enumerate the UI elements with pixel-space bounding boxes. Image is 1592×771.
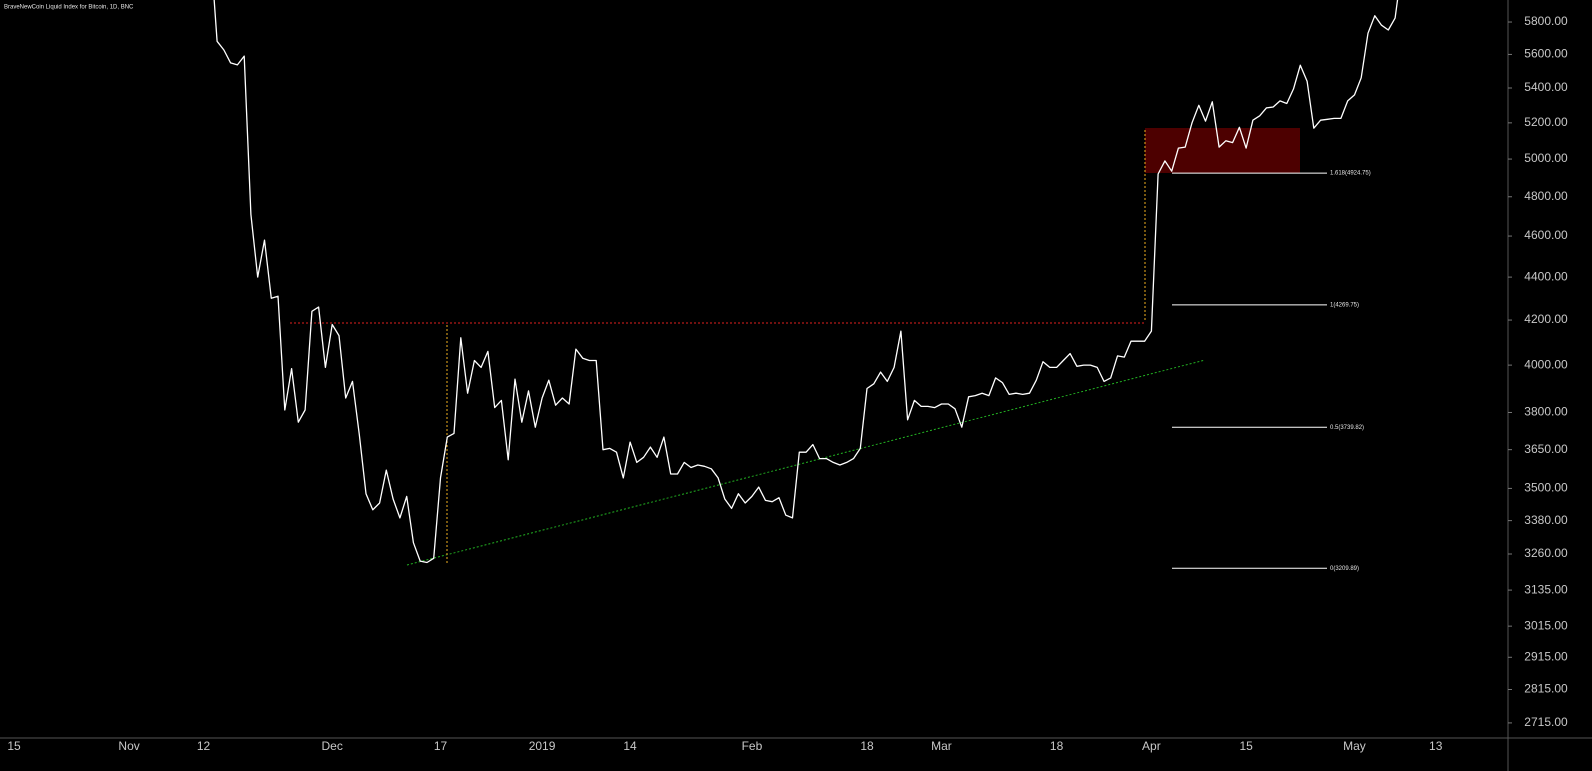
y-tick-label: 3800.00 [1524, 405, 1568, 419]
y-tick-label: 5800.00 [1524, 14, 1568, 28]
y-tick-label: 4600.00 [1524, 228, 1568, 242]
price-line [213, 0, 1399, 564]
fib-label: 1.618(4924.75) [1330, 171, 1371, 177]
y-tick-label: 4000.00 [1524, 357, 1568, 371]
y-tick-label: 4400.00 [1524, 269, 1568, 283]
y-tick-label: 2715.00 [1524, 715, 1568, 729]
y-tick-label: 3015.00 [1524, 618, 1568, 632]
x-tick-label: 13 [1429, 739, 1443, 753]
y-tick-label: 4800.00 [1524, 189, 1568, 203]
y-tick-label: 3135.00 [1524, 582, 1568, 596]
trend-line [406, 359, 1206, 566]
y-tick-label: 2915.00 [1524, 649, 1568, 663]
y-tick-label: 3500.00 [1524, 481, 1568, 495]
x-tick-label: 12 [197, 739, 211, 753]
fib-label: 1(4269.75) [1330, 302, 1359, 308]
fib-label: 0.5(3739.82) [1330, 425, 1364, 431]
x-tick-label: 15 [1239, 739, 1253, 753]
x-tick-label: 18 [1050, 739, 1064, 753]
x-tick-label: Mar [931, 739, 952, 753]
y-tick-label: 3650.00 [1524, 442, 1568, 456]
y-tick-label: 4200.00 [1524, 312, 1568, 326]
x-tick-label: May [1343, 739, 1366, 753]
y-tick-label: 5600.00 [1524, 47, 1568, 61]
chart-title: BraveNewCoin Liquid Index for Bitcoin, 1… [4, 5, 134, 11]
y-tick-label: 5200.00 [1524, 115, 1568, 129]
x-tick-label: Apr [1142, 739, 1161, 753]
y-tick-label: 3380.00 [1524, 513, 1568, 527]
y-tick-label: 5000.00 [1524, 151, 1568, 165]
fib-label: 0(3209.89) [1330, 566, 1359, 572]
plot-area [213, 0, 1399, 564]
y-tick-label: 5400.00 [1524, 80, 1568, 94]
y-tick-label: 3260.00 [1524, 546, 1568, 560]
target-zone [1145, 128, 1300, 173]
x-tick-label: 15 [7, 739, 21, 753]
x-tick-label: 14 [623, 739, 637, 753]
x-tick-label: Dec [322, 739, 343, 753]
x-tick-label: Feb [742, 739, 763, 753]
x-tick-label: 18 [860, 739, 874, 753]
y-tick-label: 2815.00 [1524, 682, 1568, 696]
x-tick-label: 2019 [529, 739, 556, 753]
x-tick-label: Nov [118, 739, 139, 753]
x-tick-label: 17 [434, 739, 448, 753]
